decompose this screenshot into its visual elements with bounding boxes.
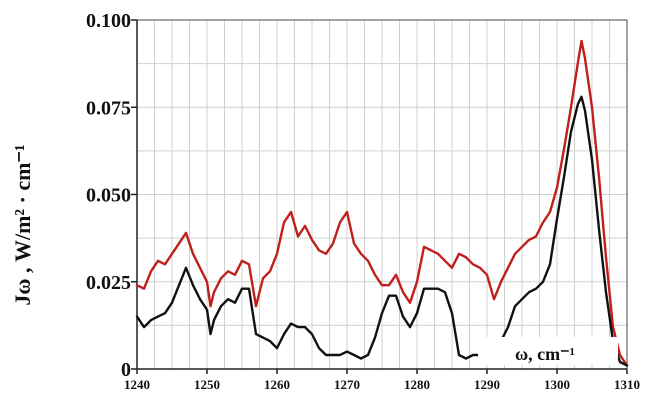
x-tick-label: 1260 <box>264 377 290 392</box>
series-line-black <box>135 95 629 367</box>
x-tick-label: 1300 <box>544 377 570 392</box>
y-tick-label: 0 <box>121 359 131 381</box>
y-tick-label: 0.025 <box>86 272 131 294</box>
y-tick-label: 0.100 <box>86 10 131 32</box>
x-tick-labels: 1240 1250 1260 1270 1280 1290 1300 1310 <box>124 369 640 392</box>
x-tick-label: 1310 <box>614 377 640 392</box>
x-tick-label: 1250 <box>194 377 220 392</box>
x-tick-label: 1240 <box>124 377 150 392</box>
x-tick-label: 1270 <box>334 377 360 392</box>
x-axis-label: ω, cm⁻¹ <box>515 344 575 364</box>
x-tick-label: 1280 <box>404 377 430 392</box>
x-axis-label-background <box>478 337 618 365</box>
y-tick-label: 0.075 <box>86 97 131 119</box>
y-axis-label: Jω , W/m² · cm⁻¹ <box>10 144 35 305</box>
x-tick-label: 1290 <box>474 377 500 392</box>
series-line-red <box>135 39 629 367</box>
chart-series-group <box>135 39 629 367</box>
y-tick-label: 0.050 <box>86 185 131 207</box>
y-tick-labels: 0 0.025 0.050 0.075 0.100 <box>86 10 137 381</box>
